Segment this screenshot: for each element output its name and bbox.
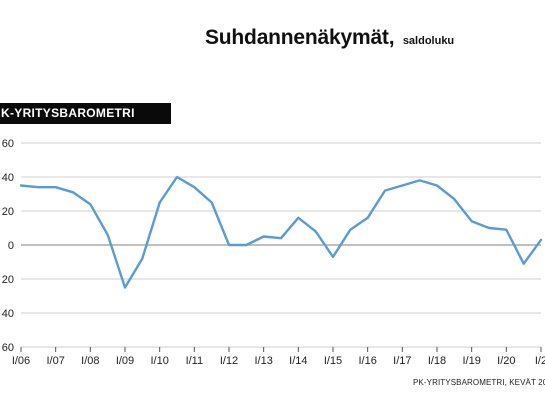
x-tick-label: I/16 bbox=[358, 355, 376, 367]
source-note: PK-YRITYSBAROMETRI, KEVÄT 20 bbox=[413, 378, 545, 387]
y-tick-label: 20 bbox=[2, 274, 14, 286]
chart-title: Suhdannenäkymät, saldoluku bbox=[205, 26, 454, 50]
y-tick-label: 0 bbox=[8, 240, 14, 252]
x-tick-label: I/2 bbox=[535, 355, 545, 367]
x-tick-label: I/20 bbox=[497, 355, 515, 367]
chart-title-main: Suhdannenäkymät, bbox=[205, 26, 395, 49]
x-tick-label: I/11 bbox=[186, 355, 204, 367]
x-tick-label: I/13 bbox=[254, 355, 272, 367]
chart-title-sub: saldoluku bbox=[402, 35, 455, 47]
x-tick-label: I/09 bbox=[116, 355, 134, 367]
y-tick-label: 60 bbox=[2, 342, 14, 354]
y-tick-label: 40 bbox=[2, 308, 14, 320]
panel-label: K-YRITYSBAROMETRI bbox=[0, 103, 171, 124]
x-tick-label: I/10 bbox=[150, 355, 168, 367]
x-tick-label: I/17 bbox=[393, 355, 411, 367]
x-tick-label: I/08 bbox=[81, 355, 99, 367]
y-tick-label: 40 bbox=[2, 172, 14, 184]
x-tick-label: I/12 bbox=[220, 355, 238, 367]
x-tick-label: I/19 bbox=[462, 355, 480, 367]
y-tick-label: 20 bbox=[2, 206, 14, 218]
x-tick-label: I/07 bbox=[46, 355, 64, 367]
y-tick-label: 60 bbox=[2, 138, 14, 150]
series-line bbox=[19, 175, 543, 289]
x-tick-label: I/18 bbox=[428, 355, 446, 367]
x-tick-label: I/14 bbox=[289, 355, 307, 367]
x-tick-label: I/06 bbox=[12, 355, 30, 367]
x-tick-label: I/15 bbox=[324, 355, 342, 367]
